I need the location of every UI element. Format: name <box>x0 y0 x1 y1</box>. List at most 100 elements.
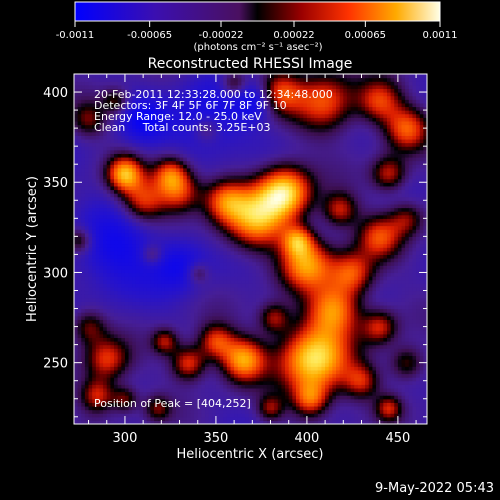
heatmap-cell <box>114 160 119 165</box>
heatmap-cell <box>150 402 155 407</box>
heatmap-cell <box>154 409 159 414</box>
heatmap-cell <box>114 196 119 201</box>
heatmap-cell <box>201 348 206 353</box>
heatmap-cell <box>135 175 141 180</box>
heatmap-cell <box>194 175 199 180</box>
colorbar-tick-label: -0.0011 <box>56 30 95 41</box>
heatmap-cell <box>255 74 261 79</box>
heatmap-cell <box>74 413 79 418</box>
heatmap-cell <box>226 312 232 317</box>
heatmap-cell <box>128 384 133 389</box>
heatmap-cell <box>81 164 86 169</box>
heatmap-cell <box>255 265 261 270</box>
heatmap-cell <box>172 369 177 375</box>
heatmap-cell <box>230 391 235 396</box>
heatmap-cell <box>237 211 242 216</box>
heatmap-cell <box>114 232 119 237</box>
heatmap-cell <box>164 333 170 338</box>
heatmap-cell <box>157 286 162 292</box>
heatmap-cell <box>241 243 246 248</box>
heatmap-cell <box>179 279 184 284</box>
heatmap-cell <box>146 211 152 216</box>
heatmap-cell <box>190 351 195 357</box>
heatmap-cell <box>248 247 253 252</box>
heatmap-cell <box>190 254 195 259</box>
heatmap-cell <box>139 193 144 198</box>
heatmap-cell <box>106 254 111 259</box>
heatmap-cell <box>103 279 108 284</box>
heatmap-cell <box>245 88 250 93</box>
heatmap-cell <box>201 384 206 389</box>
heatmap-cell <box>241 326 246 331</box>
heatmap-cell <box>161 84 166 90</box>
heatmap-cell <box>252 120 257 126</box>
heatmap-cell <box>157 156 162 162</box>
heatmap-cell <box>255 221 261 227</box>
heatmap-cell <box>139 308 144 313</box>
heatmap-cell <box>92 81 97 86</box>
heatmap-cell <box>88 211 93 216</box>
heatmap-cell <box>95 326 101 331</box>
heatmap-cell <box>84 81 90 86</box>
heatmap-cell <box>117 102 122 108</box>
heatmap-cell <box>74 81 79 86</box>
heatmap-cell <box>179 294 184 299</box>
heatmap-cell <box>121 362 126 367</box>
heatmap-cell <box>154 265 159 270</box>
heatmap-cell <box>208 221 213 227</box>
heatmap-cell <box>103 185 108 191</box>
heatmap-cell <box>124 366 130 371</box>
heatmap-cell <box>168 232 173 237</box>
heatmap-cell <box>248 384 253 389</box>
heatmap-cell <box>234 84 239 90</box>
heatmap-cell <box>252 185 257 191</box>
heatmap-cell <box>146 185 152 191</box>
heatmap-cell <box>143 377 148 382</box>
heatmap-cell <box>103 120 108 126</box>
heatmap-cell <box>190 171 195 176</box>
heatmap-cell <box>205 243 210 248</box>
heatmap-cell <box>124 312 130 317</box>
heatmap-cell <box>197 294 202 299</box>
heatmap-cell <box>215 178 221 183</box>
heatmap-cell <box>194 391 199 396</box>
heatmap-cell <box>175 384 181 389</box>
heatmap-cell <box>117 304 122 310</box>
heatmap-cell <box>226 247 232 252</box>
heatmap-cell <box>132 333 137 338</box>
heatmap-cell <box>212 265 217 270</box>
heatmap-cell <box>241 138 246 144</box>
heatmap-cell <box>121 286 126 292</box>
heatmap-cell <box>77 211 82 216</box>
heatmap-cell <box>164 395 170 400</box>
heatmap-cell <box>135 185 141 191</box>
heatmap-cell <box>157 322 162 328</box>
heatmap-cell <box>84 178 90 183</box>
heatmap-cell <box>197 77 202 82</box>
heatmap-cell <box>124 225 130 230</box>
heatmap-cell <box>84 279 90 284</box>
heatmap-cell <box>124 120 130 126</box>
heatmap-cell <box>175 290 181 295</box>
heatmap-cell <box>88 254 93 259</box>
heatmap-cell <box>74 362 79 367</box>
heatmap-cell <box>106 120 111 126</box>
heatmap-cell <box>84 261 90 266</box>
heatmap-cell <box>205 221 210 227</box>
heatmap-cell <box>245 254 250 259</box>
heatmap-cell <box>135 341 141 346</box>
heatmap-cell <box>223 200 228 205</box>
heatmap-cell <box>103 308 108 313</box>
heatmap-cell <box>121 175 126 180</box>
heatmap-cell <box>190 258 195 263</box>
heatmap-cell <box>132 420 137 424</box>
heatmap-cell <box>128 265 133 270</box>
heatmap-cell <box>223 377 228 382</box>
heatmap-cell <box>226 84 232 90</box>
heatmap-cell <box>95 229 101 234</box>
heatmap-cell <box>219 95 224 100</box>
heatmap-cell <box>146 135 152 140</box>
heatmap-cell <box>114 106 119 111</box>
heatmap-cell <box>241 312 246 317</box>
heatmap-cell <box>74 391 79 396</box>
